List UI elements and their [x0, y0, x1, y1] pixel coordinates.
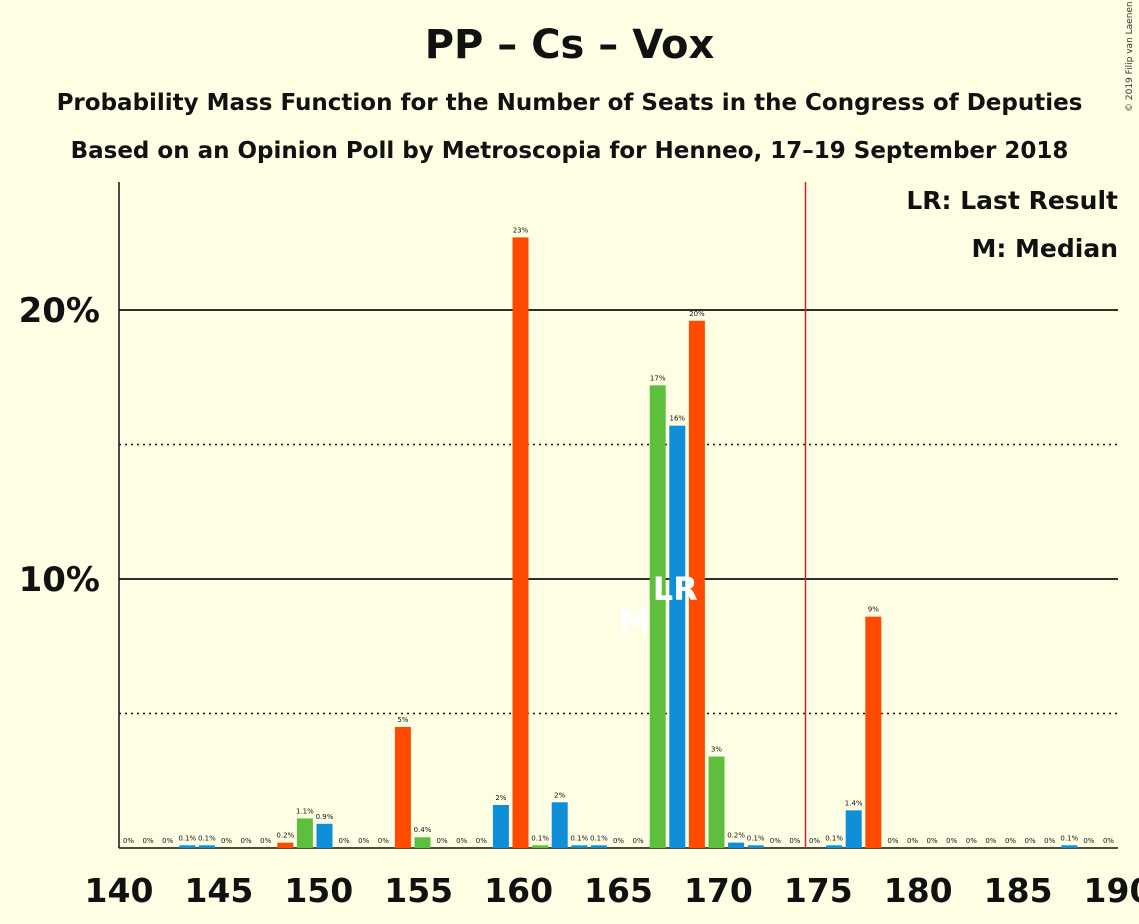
x-tick-label: 160	[484, 871, 553, 910]
bar-seat-149	[277, 842, 294, 848]
data-label: 0.1%	[590, 834, 608, 842]
data-label: 0.2%	[276, 832, 294, 840]
data-label: 23%	[513, 226, 529, 234]
data-label: 0%	[241, 837, 252, 845]
data-label: 0%	[162, 837, 173, 845]
data-label: 0%	[260, 837, 271, 845]
x-tick-label: 140	[85, 871, 154, 910]
data-label: 0.1%	[198, 834, 216, 842]
bar-seat-161	[512, 237, 529, 848]
data-label: 0%	[143, 837, 154, 845]
y-tick-label: 10%	[19, 560, 100, 600]
data-label: 0.1%	[747, 834, 765, 842]
bar-seat-164	[571, 845, 588, 848]
bar-seat-150	[296, 818, 313, 848]
data-label: 3%	[711, 746, 722, 754]
data-label: 2%	[495, 794, 506, 802]
legend-median: M: Median	[971, 234, 1118, 263]
data-label: 0%	[123, 837, 134, 845]
x-tick-label: 145	[184, 871, 253, 910]
data-label: 2%	[554, 791, 565, 799]
data-label: 0.2%	[727, 832, 745, 840]
bar-seat-145	[198, 845, 215, 848]
data-label: 0%	[789, 837, 800, 845]
data-label: 16%	[670, 415, 686, 423]
legend-last-result: LR: Last Result	[906, 186, 1118, 215]
data-label: 0.1%	[825, 834, 843, 842]
x-tick-label: 180	[884, 871, 953, 910]
bar-seat-168	[649, 385, 666, 848]
bar-seat-171	[708, 756, 725, 848]
data-label: 0%	[339, 837, 350, 845]
data-label: 0%	[1005, 837, 1016, 845]
median-marker: M	[619, 602, 651, 640]
data-label: 0%	[437, 837, 448, 845]
bar-seat-189	[1061, 845, 1078, 848]
data-label: 0%	[809, 837, 820, 845]
data-label: 5%	[397, 716, 408, 724]
bar-seat-163	[551, 802, 568, 848]
data-label: 0%	[985, 837, 996, 845]
bar-seat-170	[688, 320, 705, 848]
data-label: 0%	[927, 837, 938, 845]
data-label: 0.1%	[178, 834, 196, 842]
x-tick-label: 165	[584, 871, 653, 910]
data-label: 0%	[907, 837, 918, 845]
bar-seat-172	[728, 842, 745, 848]
data-label: 0%	[1025, 837, 1036, 845]
bar-seat-178	[845, 810, 862, 848]
data-label: 1.1%	[296, 807, 314, 815]
bar-seat-151	[316, 823, 333, 848]
bar-seat-179	[865, 616, 882, 848]
data-label: 0%	[1083, 837, 1094, 845]
data-label: 9%	[868, 606, 879, 614]
last-result-marker: LR	[653, 570, 698, 608]
bar-seat-144	[179, 845, 196, 848]
x-tick-label: 190	[1084, 871, 1139, 910]
data-label: 17%	[650, 374, 666, 382]
data-label: 0%	[456, 837, 467, 845]
data-label: 0%	[378, 837, 389, 845]
x-tick-label: 185	[984, 871, 1053, 910]
bar-seat-162	[532, 845, 549, 848]
data-label: 0%	[966, 837, 977, 845]
data-label: 1.4%	[845, 799, 863, 807]
data-label: 0.1%	[1060, 834, 1078, 842]
chart-title: PP – Cs – Vox	[424, 22, 715, 68]
bar-seat-169	[669, 425, 686, 848]
bar-seat-177	[826, 845, 843, 848]
data-label: 0%	[887, 837, 898, 845]
bar-seat-160	[492, 804, 509, 848]
bar-seat-165	[590, 845, 607, 848]
x-tick-label: 150	[284, 871, 353, 910]
x-tick-label: 175	[784, 871, 853, 910]
chart-subtitle: Probability Mass Function for the Number…	[56, 90, 1083, 116]
data-label: 0%	[946, 837, 957, 845]
data-label: 0%	[476, 837, 487, 845]
data-label: 0.1%	[531, 834, 549, 842]
data-label: 0.1%	[570, 834, 588, 842]
data-label: 20%	[689, 310, 705, 318]
data-label: 0%	[1044, 837, 1055, 845]
y-tick-label: 20%	[19, 291, 100, 331]
data-label: 0%	[221, 837, 232, 845]
chart-subtitle-source: Based on an Opinion Poll by Metroscopia …	[70, 138, 1069, 164]
data-label: 0%	[633, 837, 644, 845]
data-label: 0%	[358, 837, 369, 845]
bar-seat-156	[414, 837, 431, 848]
x-tick-label: 155	[384, 871, 453, 910]
data-label: 0.4%	[414, 826, 432, 834]
data-label: 0%	[770, 837, 781, 845]
bar-seat-173	[747, 845, 764, 848]
data-label: 0%	[1103, 837, 1114, 845]
bar-seat-155	[394, 726, 411, 848]
data-label: 0%	[613, 837, 624, 845]
x-tick-label: 170	[684, 871, 753, 910]
data-label: 0.9%	[316, 813, 334, 821]
